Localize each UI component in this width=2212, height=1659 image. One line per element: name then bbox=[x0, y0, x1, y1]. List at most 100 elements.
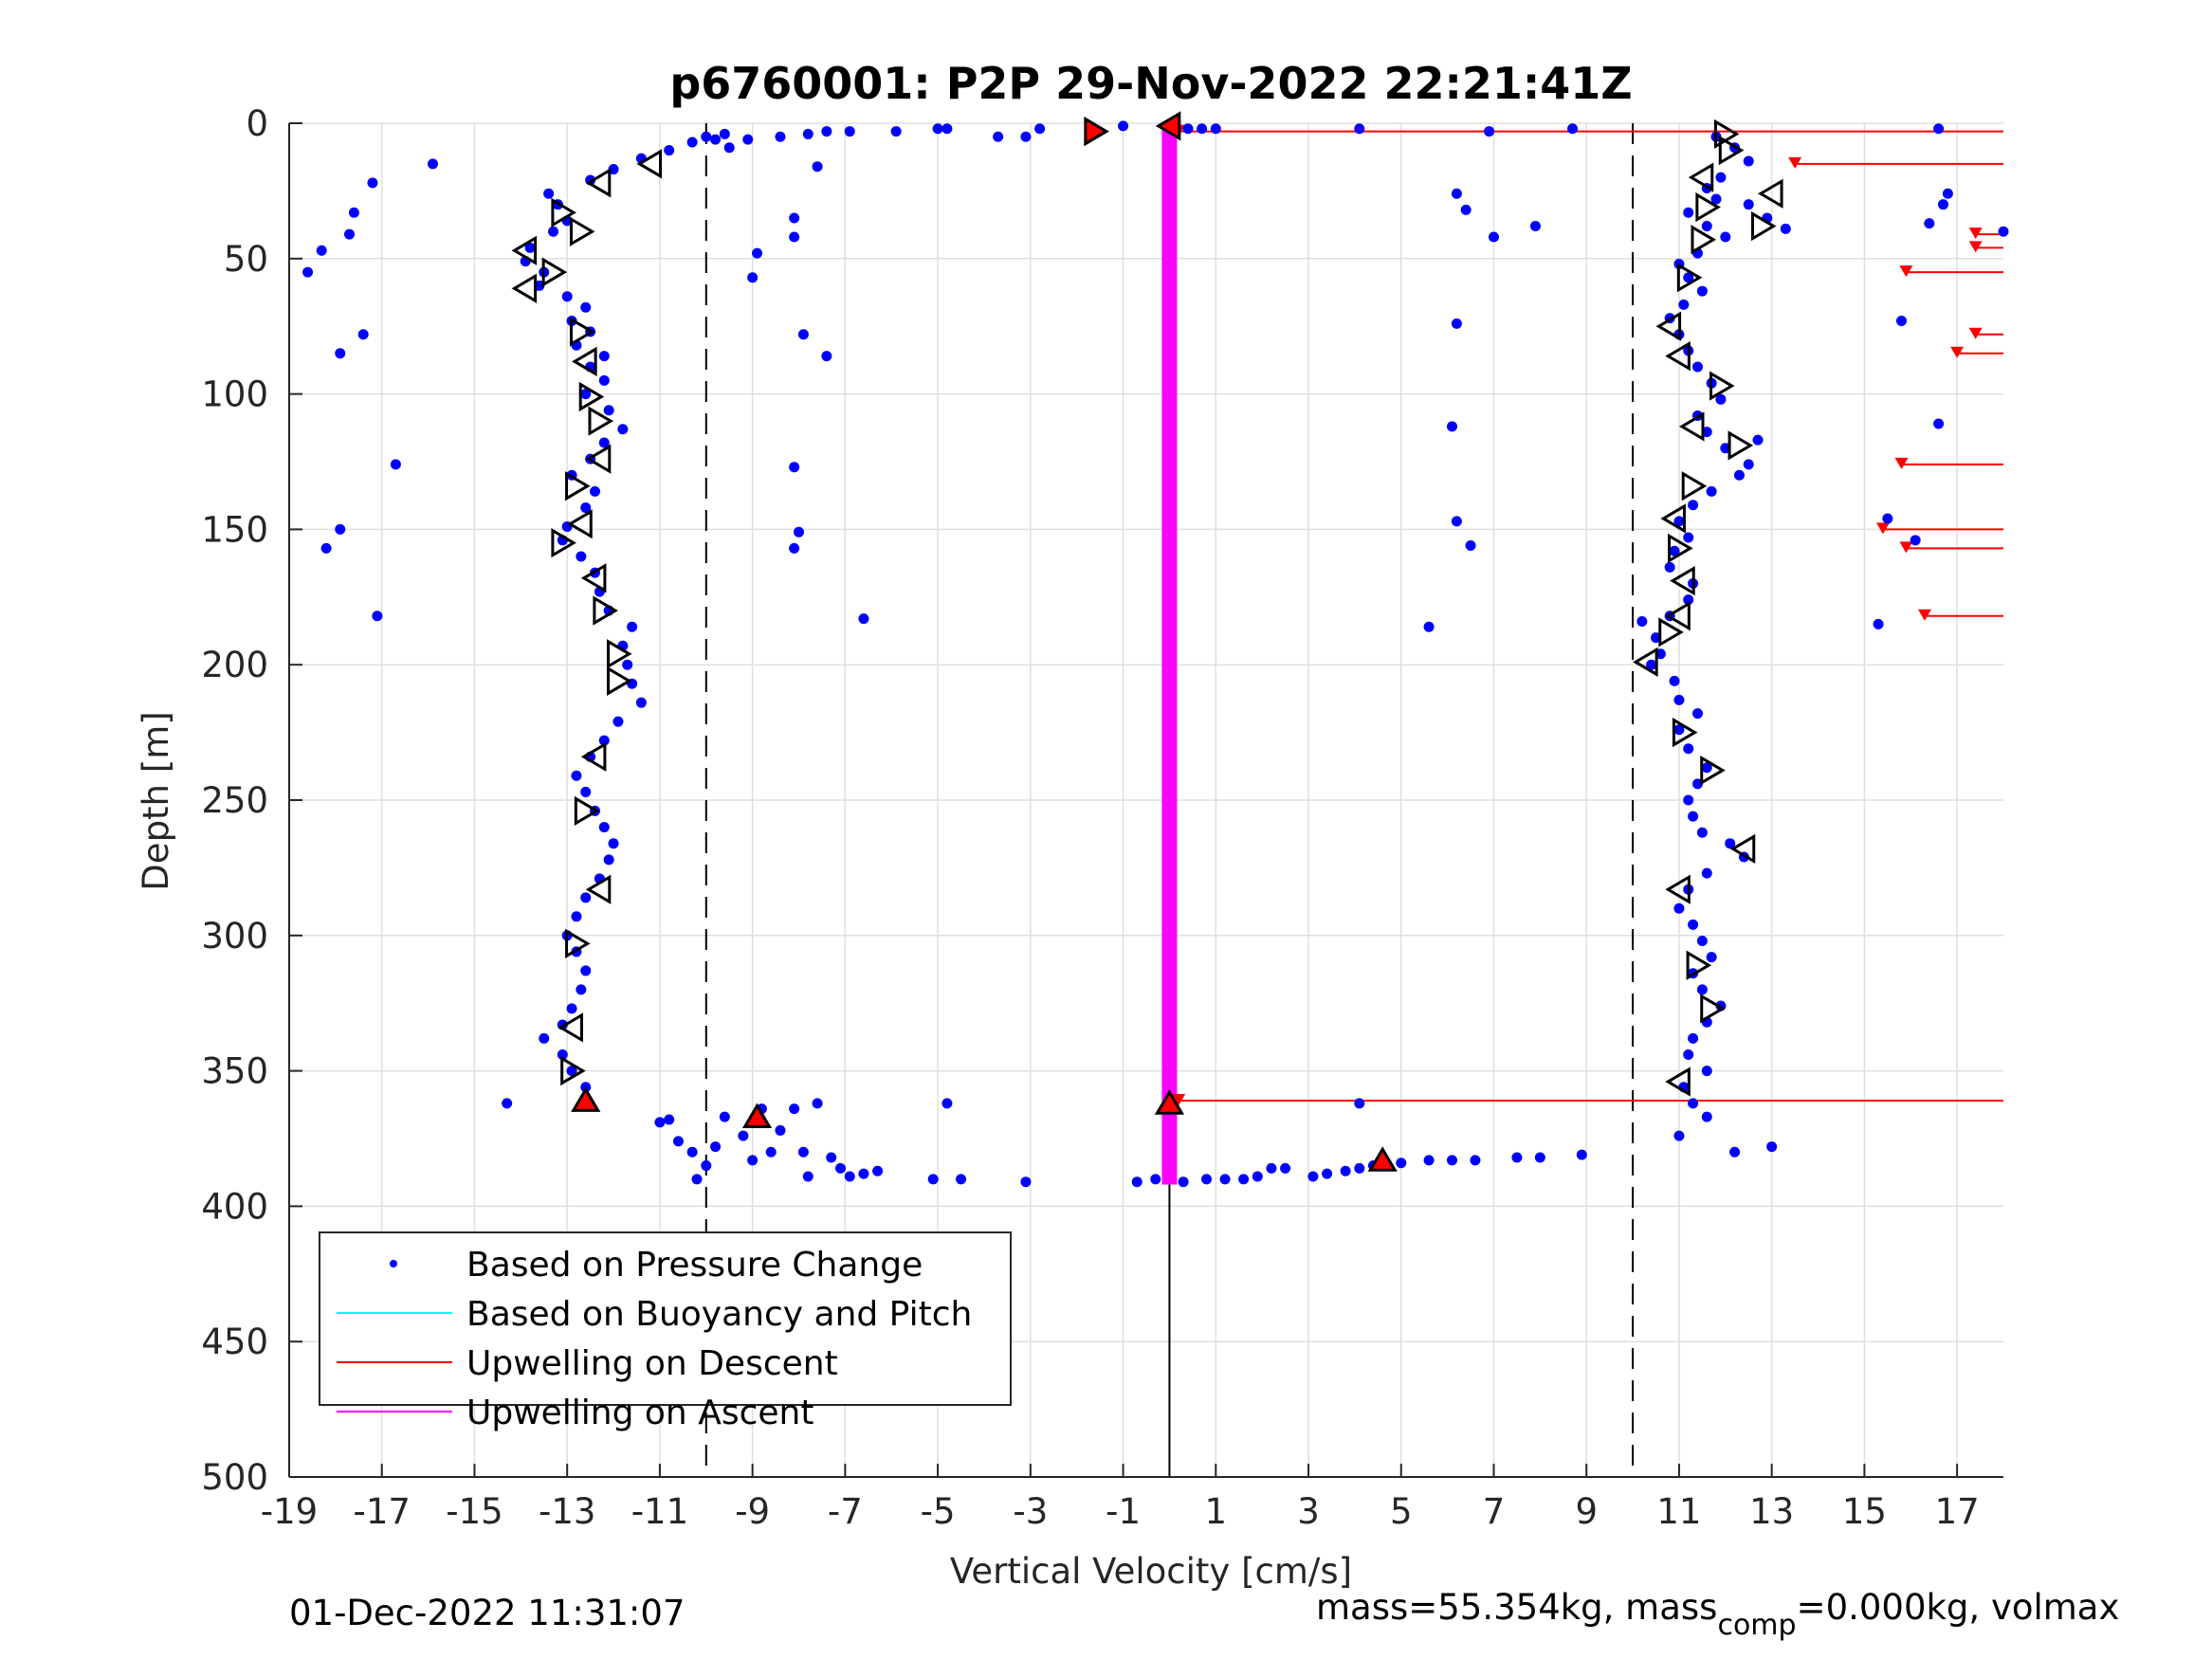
pressure-data-point bbox=[1701, 1066, 1712, 1077]
filled-triangle-marker bbox=[1367, 1146, 1398, 1172]
pressure-data-point bbox=[1766, 1141, 1778, 1153]
pressure-data-point bbox=[765, 1146, 777, 1158]
pressure-data-point bbox=[890, 126, 902, 137]
open-triangle-marker bbox=[1672, 717, 1698, 748]
y-tick-label: 0 bbox=[246, 103, 268, 144]
pressure-data-point bbox=[1484, 126, 1495, 137]
pressure-data-point bbox=[1020, 1176, 1032, 1188]
open-triangle-marker bbox=[588, 406, 614, 436]
open-triangle-marker bbox=[1729, 833, 1756, 865]
pressure-data-point bbox=[612, 716, 624, 727]
pressure-data-point bbox=[1654, 648, 1666, 660]
pressure-data-point bbox=[927, 1174, 939, 1185]
open-triangle-marker bbox=[1665, 1066, 1691, 1097]
open-triangle-marker bbox=[593, 595, 618, 626]
open-triangle-marker bbox=[580, 563, 607, 593]
x-tick-label: -3 bbox=[1013, 1491, 1048, 1532]
open-triangle-marker bbox=[1665, 874, 1691, 904]
pressure-data-point bbox=[775, 1124, 786, 1136]
pressure-data-point bbox=[1683, 743, 1694, 755]
open-triangle-marker bbox=[585, 874, 612, 904]
pressure-data-point bbox=[608, 164, 619, 175]
pressure-data-point bbox=[794, 526, 805, 538]
pressure-data-point bbox=[1933, 418, 1945, 429]
pressure-data-point bbox=[622, 659, 633, 670]
open-triangle-marker bbox=[569, 317, 595, 347]
pressure-data-point bbox=[797, 329, 809, 340]
pressure-data-point bbox=[1034, 123, 1046, 135]
pressure-data-point bbox=[539, 1032, 550, 1044]
pressure-data-point bbox=[598, 374, 610, 386]
pressure-data-point bbox=[1688, 919, 1699, 930]
pressure-data-point bbox=[1238, 1174, 1250, 1185]
pressure-data-point bbox=[834, 1162, 846, 1174]
open-triangle-marker bbox=[1688, 162, 1714, 192]
pressure-data-point bbox=[821, 351, 832, 362]
pressure-data-point bbox=[742, 134, 754, 145]
pressure-data-point bbox=[1729, 1146, 1741, 1158]
pressure-data-point bbox=[686, 1146, 698, 1158]
pressure-data-point bbox=[598, 822, 610, 833]
y-tick-label: 400 bbox=[201, 1186, 268, 1227]
pressure-data-point bbox=[427, 158, 438, 170]
pressure-data-point bbox=[566, 1066, 577, 1077]
x-axis-label: Vertical Velocity [cm/s] bbox=[950, 1551, 1352, 1592]
open-triangle-marker bbox=[1665, 340, 1691, 372]
pressure-data-point bbox=[1322, 1168, 1333, 1179]
pressure-data-point bbox=[738, 1130, 749, 1141]
pressure-data-point bbox=[1131, 1176, 1143, 1188]
filled-triangle-marker bbox=[1084, 116, 1109, 147]
x-tick-label: -1 bbox=[1106, 1491, 1141, 1532]
pressure-data-point bbox=[872, 1165, 884, 1176]
pressure-data-point bbox=[802, 1171, 814, 1182]
pressure-data-point bbox=[956, 1174, 967, 1185]
open-triangle-marker bbox=[1728, 430, 1754, 461]
pressure-data-point bbox=[1733, 469, 1745, 481]
pressure-data-point bbox=[789, 231, 800, 243]
pressure-data-point bbox=[580, 892, 592, 903]
x-tick-label: -5 bbox=[921, 1491, 956, 1532]
footer-timestamp: 01-Dec-2022 11:31:07 bbox=[289, 1593, 685, 1633]
pressure-data-point bbox=[580, 965, 592, 976]
pressure-data-point bbox=[1696, 285, 1708, 297]
open-triangle-marker bbox=[551, 197, 576, 228]
open-triangle-marker bbox=[636, 149, 663, 179]
pressure-data-point bbox=[1720, 231, 1731, 243]
pressure-data-point bbox=[1529, 221, 1541, 232]
pressure-data-point bbox=[1020, 131, 1032, 142]
pressure-data-point bbox=[1488, 231, 1499, 243]
pressure-data-point bbox=[844, 1171, 855, 1182]
pressure-data-point bbox=[1895, 315, 1907, 326]
pressure-data-point bbox=[1683, 594, 1694, 606]
pressure-data-point bbox=[502, 1098, 513, 1109]
y-tick-label: 200 bbox=[201, 645, 268, 685]
x-tick-label: 11 bbox=[1656, 1491, 1701, 1532]
pressure-data-point bbox=[1683, 794, 1694, 806]
open-triangle-marker bbox=[1751, 210, 1777, 242]
pressure-data-point bbox=[1691, 361, 1703, 373]
upwelling-descent-marker bbox=[1894, 457, 1909, 469]
pressure-data-point bbox=[1937, 199, 1948, 210]
pressure-data-point bbox=[1715, 172, 1727, 183]
upwelling-descent-marker bbox=[1875, 522, 1890, 535]
pressure-data-point bbox=[1354, 123, 1365, 135]
pressure-data-point bbox=[1150, 1174, 1161, 1185]
pressure-data-point bbox=[627, 621, 638, 632]
pressure-data-point bbox=[672, 1136, 684, 1147]
pressure-data-point bbox=[1182, 123, 1194, 135]
x-tick-label: 17 bbox=[1935, 1491, 1980, 1532]
pressure-data-point bbox=[603, 854, 614, 866]
open-triangle-marker bbox=[578, 381, 605, 412]
open-triangle-marker bbox=[607, 639, 632, 669]
x-tick-label: 7 bbox=[1483, 1491, 1506, 1532]
pressure-data-point bbox=[1197, 123, 1208, 135]
open-triangle-marker bbox=[551, 528, 576, 558]
pressure-data-point bbox=[335, 348, 346, 359]
open-triangle-marker bbox=[572, 346, 597, 376]
pressure-data-point bbox=[316, 245, 327, 256]
filled-triangle-marker bbox=[1154, 1089, 1185, 1115]
open-triangle-marker bbox=[607, 665, 632, 696]
pressure-data-point bbox=[372, 611, 383, 622]
pressure-data-point bbox=[1340, 1165, 1351, 1176]
legend-entry-label: Upwelling on Ascent bbox=[466, 1394, 814, 1432]
